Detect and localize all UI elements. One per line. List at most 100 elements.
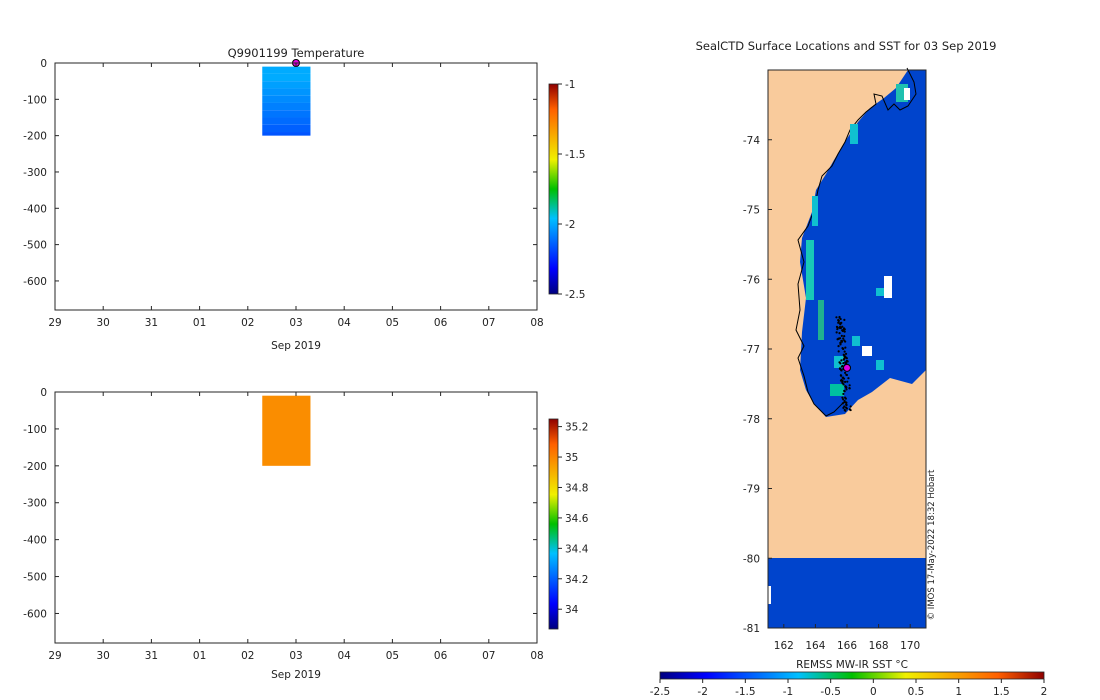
track-point — [843, 335, 846, 338]
track-point — [844, 356, 848, 359]
track-point — [848, 408, 852, 411]
x-tick-label: 30 — [97, 317, 110, 329]
x-tick-label: 01 — [193, 650, 206, 662]
sst-colorbar-tick-label: 0.5 — [908, 686, 925, 698]
colorbar-tick-label: -1.5 — [565, 149, 586, 161]
sst-colorbar-tick-label: -2.5 — [650, 686, 671, 698]
track-point — [842, 337, 845, 340]
sst-colorbar-tick-label: 2 — [1041, 686, 1048, 698]
profile-cell — [262, 88, 311, 96]
track-point — [838, 337, 842, 340]
track-point — [849, 405, 852, 408]
track-point — [835, 331, 838, 334]
x-tick-label: 30 — [97, 650, 110, 662]
colorbar-tick-label: -2 — [565, 219, 575, 231]
y-tick-label: -300 — [23, 167, 47, 179]
y-tick-label: -100 — [23, 94, 47, 106]
track-point — [836, 338, 839, 341]
salinity-colorbar — [548, 418, 559, 630]
track-point — [837, 319, 840, 322]
x-tick-label: 02 — [241, 650, 254, 662]
sst-colorbar — [659, 671, 1045, 680]
track-point — [843, 401, 846, 404]
colorbar-tick-label: -2.5 — [565, 289, 586, 301]
y-tick-label: -500 — [23, 572, 47, 584]
y-tick-label: 0 — [40, 387, 47, 399]
colorbar-tick-label: 34.4 — [565, 543, 589, 555]
sst-map-panel: SealCTD Surface Locations and SST for 03… — [650, 39, 1048, 698]
x-tick-label: 07 — [482, 650, 495, 662]
colorbar-tick-label: 34.8 — [565, 482, 588, 494]
map-x-tick-label: 164 — [805, 640, 825, 652]
map-x-tick-label: 168 — [869, 640, 889, 652]
profile-cell — [262, 81, 311, 89]
ice-edge-cells — [806, 84, 910, 396]
map-x-tick-label: 162 — [774, 640, 794, 652]
map-watermark: © IMOS 17-May-2022 18:32 Hobart — [927, 469, 937, 620]
y-tick-label: -100 — [23, 424, 47, 436]
track-point — [843, 380, 847, 383]
x-tick-label: 29 — [48, 650, 61, 662]
track-point — [842, 358, 845, 361]
map-y-tick-label: -75 — [743, 205, 760, 217]
y-tick-label: -600 — [23, 276, 47, 288]
map-x-tick-label: 170 — [900, 640, 920, 652]
map-y-tick-label: -81 — [743, 623, 760, 635]
track-point — [845, 403, 848, 407]
sst-colorbar-tick-label: 1 — [955, 686, 962, 698]
profile-cell — [262, 73, 311, 82]
profile-cell — [262, 132, 311, 136]
track-point — [848, 386, 851, 390]
south-sea-block — [768, 558, 926, 628]
track-point — [835, 325, 839, 328]
track-point — [839, 341, 842, 344]
track-point — [841, 402, 844, 405]
track-point — [836, 328, 839, 331]
colorbar-tick-label: -1 — [565, 79, 575, 91]
x-tick-label: 08 — [530, 650, 543, 662]
profile-cell — [262, 66, 311, 74]
map-y-tick-label: -77 — [743, 344, 760, 356]
colorbar-tick-label: 35 — [565, 452, 578, 464]
x-tick-label: 06 — [434, 650, 448, 662]
y-tick-label: -200 — [23, 461, 47, 473]
track-point — [842, 392, 845, 396]
map-y-tick-label: -78 — [743, 414, 760, 426]
track-point — [842, 328, 845, 331]
x-tick-label: 06 — [434, 317, 448, 329]
profile-cell — [262, 124, 311, 133]
profile-cell — [262, 110, 311, 118]
x-tick-label: 29 — [48, 317, 61, 329]
temperature-title: Q9901199 Temperature — [228, 46, 365, 60]
x-tick-label: 05 — [386, 317, 399, 329]
x-tick-label: 08 — [530, 317, 543, 329]
map-y-tick-label: -74 — [743, 135, 760, 147]
track-point — [839, 379, 843, 382]
track-point — [843, 350, 846, 353]
track-point — [843, 330, 846, 333]
track-point — [843, 389, 846, 392]
colorbar-tick-label: 35.2 — [565, 422, 588, 434]
track-point — [845, 359, 849, 362]
track-point — [844, 361, 848, 364]
track-point — [838, 361, 841, 364]
track-point — [842, 398, 845, 401]
x-tick-label: 04 — [338, 650, 352, 662]
track-point — [844, 397, 847, 400]
track-point — [842, 376, 845, 379]
track-point — [840, 339, 843, 343]
track-point — [839, 374, 842, 377]
x-tick-label: 03 — [289, 317, 302, 329]
sea-surface-field — [800, 70, 926, 417]
sst-colorbar-tick-label: -0.5 — [820, 686, 841, 698]
track-point — [843, 318, 846, 321]
y-tick-label: -200 — [23, 131, 47, 143]
track-point — [843, 408, 846, 412]
track-point — [845, 373, 848, 376]
y-tick-label: -600 — [23, 608, 47, 620]
sst-colorbar-tick-label: -1 — [783, 686, 793, 698]
temperature-xlabel: Sep 2019 — [271, 340, 321, 352]
temperature-panel: Q9901199 Temperature 29 30 31 01 02 03 04 05 06 0… — [23, 46, 585, 352]
colorbar-tick-label: 34 — [565, 604, 579, 616]
